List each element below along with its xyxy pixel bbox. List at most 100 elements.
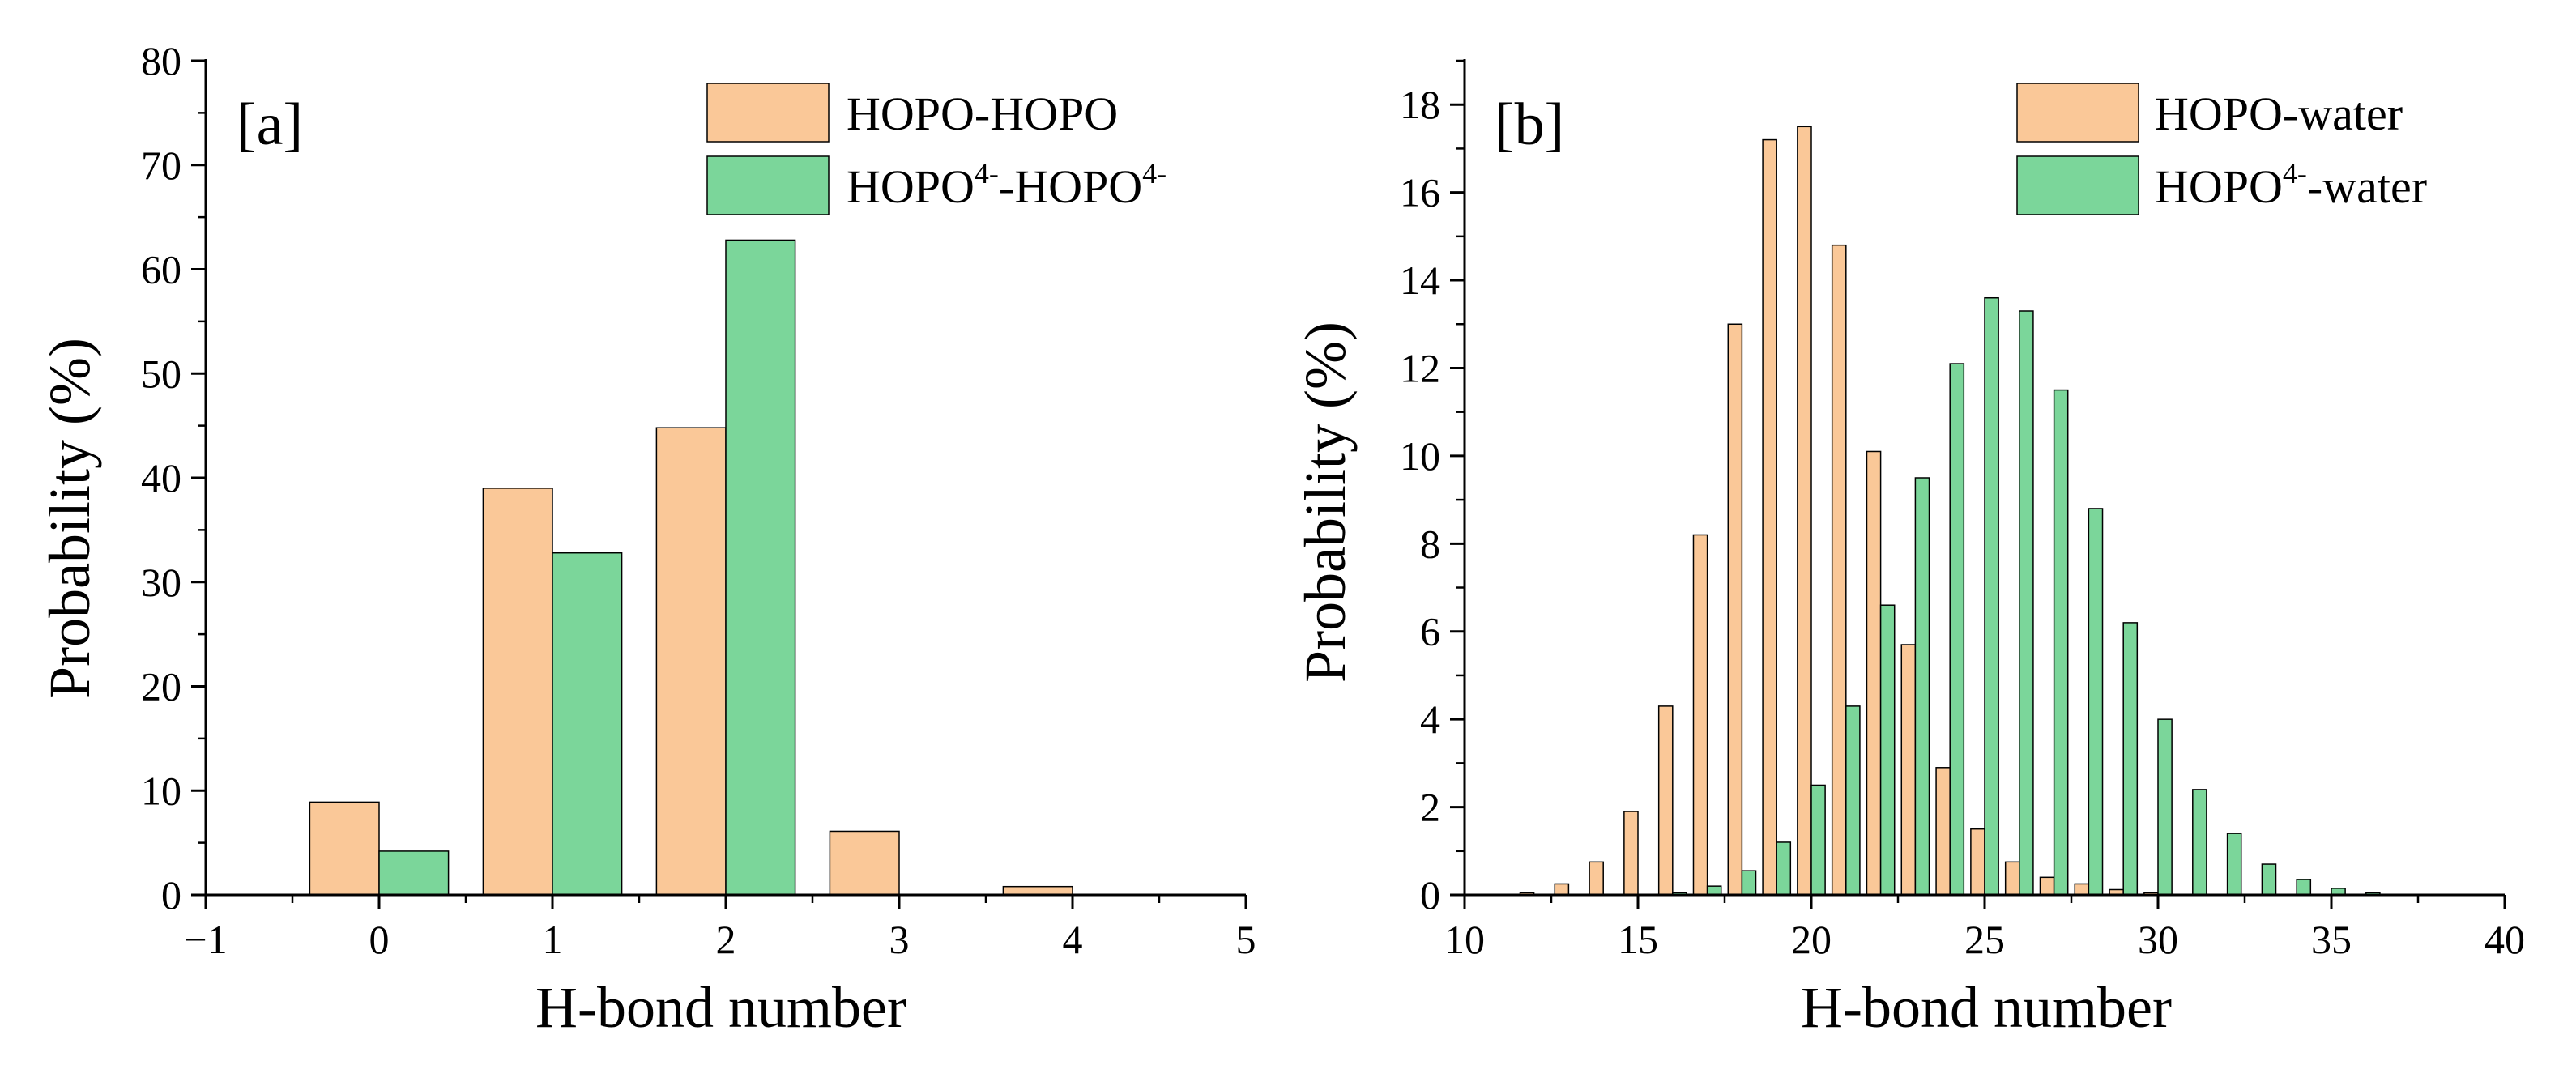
panel-b-ticks: 10 15 20 25 30 35 40 0 2 4 6 8 10 12 14 16 18 (1400, 59, 2525, 962)
x-tick-label: 10 (1444, 917, 1485, 962)
bar-series2-x17 (1706, 885, 1722, 896)
bar-series2-x23 (1914, 477, 1930, 896)
legend-swatch-hopo-hopo (706, 83, 830, 143)
bar-series1-x26 (2004, 861, 2020, 896)
y-tick-label: 80 (141, 38, 181, 83)
bar-series1-x19 (1762, 138, 1777, 896)
bar-series1-x14 (1589, 861, 1604, 896)
bar-series1-x3 (829, 830, 900, 896)
bar-series2-x31 (2192, 789, 2207, 896)
x-tick-label: 35 (2311, 917, 2352, 962)
bar-series1-x22 (1866, 450, 1882, 896)
bar-series2-x29 (2122, 622, 2139, 896)
legend-part: -water (2307, 160, 2427, 213)
bar-series1-x18 (1727, 323, 1743, 896)
panel-b-label: [b] (1495, 92, 1564, 158)
x-tick-label: 4 (1063, 917, 1083, 962)
legend-superscript: 4- (2283, 157, 2307, 190)
bar-series1-x13 (1554, 883, 1570, 896)
y-tick-label: 40 (141, 455, 181, 500)
y-tick-label: 12 (1400, 345, 1440, 390)
x-tick-label: 20 (1791, 917, 1832, 962)
y-tick-label: 16 (1400, 170, 1440, 215)
bar-series2-x20 (1810, 784, 1826, 896)
panel-a-bars (309, 239, 1073, 896)
x-tick-label: 30 (2138, 917, 2178, 962)
bar-series2-x34 (2296, 879, 2312, 896)
x-tick-label: 25 (1964, 917, 2005, 962)
y-tick-label: 10 (1400, 433, 1440, 479)
bar-series1-x4 (1002, 885, 1073, 896)
legend-part: HOPO (2155, 160, 2283, 213)
bar-series1-x23 (1900, 644, 1917, 896)
y-tick-label: 14 (1400, 258, 1440, 303)
panel-a-label: [a] (237, 92, 303, 158)
y-tick-label: 30 (141, 560, 181, 605)
bar-series1-x21 (1831, 244, 1847, 896)
bar-series1-x17 (1692, 534, 1708, 896)
x-tick-label: 2 (716, 917, 736, 962)
panel-a-ylabel: Probability (%) (37, 338, 102, 699)
panel-b-bars (1519, 126, 2381, 896)
bar-series2-x18 (1741, 870, 1757, 896)
legend-superscript: 4- (1142, 157, 1166, 190)
bar-series2-x24 (1949, 363, 1965, 896)
legend-label-hopo4-hopo4: HOPO4--HOPO4- (847, 157, 1166, 213)
x-tick-label: 3 (889, 917, 910, 962)
bar-series2-x30 (2157, 718, 2173, 896)
legend-superscript: 4- (975, 157, 999, 190)
bar-series2-x33 (2261, 863, 2277, 896)
x-tick-label: 40 (2484, 917, 2525, 962)
bar-series1-x25 (1970, 828, 1985, 896)
bar-series2-x0 (378, 850, 450, 896)
y-tick-label: 6 (1420, 609, 1440, 654)
panel-a-xlabel: H-bond number (535, 975, 906, 1040)
y-tick-label: 0 (1420, 872, 1440, 918)
panel-b-xlabel: H-bond number (1801, 975, 2172, 1040)
y-tick-label: 50 (141, 351, 181, 396)
legend-swatch-hopo4-hopo4 (706, 155, 830, 215)
legend-part: -HOPO (999, 160, 1142, 213)
legend-label-hopo-hopo: HOPO-HOPO (847, 87, 1118, 140)
y-tick-label: 18 (1400, 82, 1440, 127)
bar-series2-x22 (1879, 604, 1896, 896)
x-tick-label: 0 (369, 917, 390, 962)
bar-series2-x2 (725, 239, 796, 896)
bar-series2-x26 (2019, 310, 2034, 896)
bar-series1-x24 (1935, 767, 1951, 896)
y-tick-label: 60 (141, 247, 181, 292)
bar-series2-x1 (552, 552, 623, 896)
y-tick-label: 8 (1420, 521, 1440, 566)
bar-series1-x16 (1657, 705, 1674, 896)
bar-series2-x27 (2053, 389, 2069, 896)
bar-series1-x0 (309, 801, 380, 896)
legend-swatch-hopo4-water (2016, 155, 2139, 215)
x-tick-label: 5 (1236, 917, 1256, 962)
legend-swatch-hopo-water (2016, 83, 2139, 143)
y-tick-label: 4 (1420, 696, 1440, 742)
panel-a-legend: HOPO-HOPO HOPO4--HOPO4- (706, 83, 1166, 215)
x-tick-label: 15 (1618, 917, 1658, 962)
bar-series1-x2 (655, 427, 727, 896)
x-tick-label: −1 (184, 917, 227, 962)
bar-series1-x1 (482, 488, 553, 896)
y-tick-label: 2 (1420, 785, 1440, 830)
y-tick-label: 0 (161, 872, 181, 918)
panel-b-ylabel: Probability (%) (1293, 322, 1358, 683)
legend-label-hopo4-water: HOPO4--water (2155, 157, 2427, 213)
bar-series2-x32 (2226, 833, 2242, 896)
legend-label-hopo-water: HOPO-water (2155, 87, 2403, 140)
bar-series1-x28 (2074, 883, 2090, 896)
y-tick-label: 70 (141, 143, 181, 188)
y-tick-label: 20 (141, 664, 181, 709)
bar-series1-x27 (2039, 876, 2055, 896)
bar-series1-x15 (1623, 811, 1639, 896)
bar-series2-x21 (1845, 705, 1861, 896)
y-tick-label: 10 (141, 768, 181, 813)
legend-part: HOPO (847, 160, 975, 213)
panel-b: 10 15 20 25 30 35 40 0 2 4 6 8 10 12 14 16 18 [b] H-bond… (1293, 59, 2525, 1040)
bar-series2-x25 (1984, 296, 1999, 896)
